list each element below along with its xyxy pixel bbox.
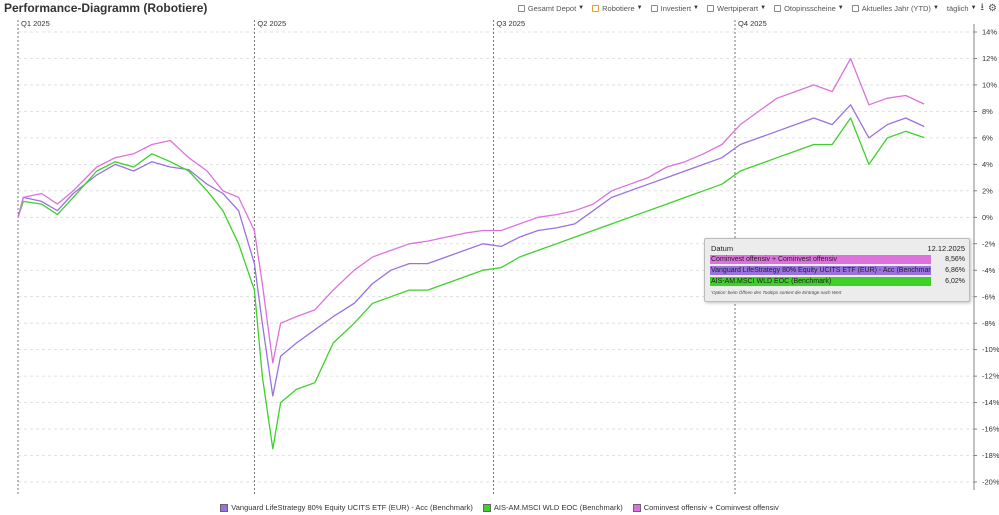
toolbar: Gesamt Depot ▼ Robotiere ▼ Investiert ▼ …: [510, 1, 997, 15]
checkbox-icon: [774, 4, 782, 12]
filter-wertpiperart[interactable]: Wertpiperart ▼: [707, 4, 766, 13]
chart-tooltip: Datum 12.12.2025 Cominvest offensiv + Co…: [704, 238, 970, 302]
y-tick-label: 4%: [982, 160, 993, 169]
legend-item-msci-world[interactable]: AIS-AM.MSCI WLD EOC (Benchmark): [482, 503, 623, 512]
caret-down-icon: ▼: [970, 5, 977, 11]
series-line-1: [17, 104, 925, 397]
filter-investiert[interactable]: Investiert ▼: [650, 3, 699, 13]
legend-label: Cominvest offensiv + Cominvest offensiv: [643, 503, 779, 512]
performance-chart: 14% 12% 10% 8% 6% 4% 2% 0% -2% -4% -6% -8% -10% -12% -…: [17, 19, 999, 496]
tooltip-date-value: 12.12.2025: [927, 244, 965, 253]
period-select[interactable]: Aktuelles Jahr (YTD) ▼: [851, 3, 939, 13]
checkbox-icon: [517, 4, 525, 12]
legend-swatch: [482, 503, 491, 512]
caret-down-icon: ▼: [837, 5, 844, 11]
checkbox-icon: [707, 4, 714, 12]
caret-down-icon: ▼: [932, 5, 939, 11]
tooltip-row: Cominvest offensiv + Cominvest offensiv …: [710, 255, 965, 264]
tooltip-series-name: Vanguard LifeStrategy 80% Equity UCITS E…: [710, 266, 931, 275]
checkbox-icon: [592, 4, 600, 12]
tooltip-date-label: Datum: [711, 244, 734, 253]
tooltip-series-value: 6,86%: [945, 267, 965, 274]
y-tick-label: -18%: [982, 451, 999, 460]
caret-down-icon: ▼: [760, 5, 767, 11]
y-tick-label: 6%: [982, 133, 993, 142]
caret-down-icon: ▼: [636, 5, 643, 11]
filter-label: Robotiere: [602, 3, 635, 13]
filter-robotiere[interactable]: Robotiere ▼: [592, 3, 643, 13]
filter-gesamt-depot[interactable]: Gesamt Depot ▼: [517, 3, 585, 13]
quarter-label: Q2 2025: [257, 19, 286, 28]
y-tick-label: -8%: [982, 319, 996, 328]
legend-swatch: [632, 503, 641, 512]
y-tick-label: -20%: [982, 478, 999, 487]
y-tick-label: 10%: [982, 81, 997, 90]
y-tick-label: 12%: [982, 54, 997, 63]
quarter-label: Q3 2025: [496, 19, 525, 28]
y-tick-label: 2%: [982, 186, 993, 195]
y-tick-label: -6%: [982, 292, 996, 301]
filter-label: Wertpiperart: [717, 3, 759, 13]
caret-down-icon: ▼: [578, 5, 585, 11]
quarter-label: Q1 2025: [21, 19, 50, 28]
download-icon[interactable]: ⭳: [980, 1, 985, 13]
tooltip-series-value: 6,02%: [945, 278, 965, 285]
tooltip-row: Vanguard LifeStrategy 80% Equity UCITS E…: [710, 266, 965, 275]
tooltip-row: AIS-AM.MSCI WLD EOC (Benchmark) 6,02%: [710, 277, 965, 286]
gear-icon[interactable]: ⚙: [988, 2, 997, 14]
period-label: Aktuelles Jahr (YTD): [861, 3, 931, 13]
filter-otopinsscheine[interactable]: Otopinsscheine ▼: [774, 4, 844, 13]
y-tick-label: -12%: [982, 372, 999, 381]
tooltip-series-value: 8,56%: [945, 256, 965, 263]
y-tick-label: -14%: [982, 398, 999, 407]
y-tick-label: 14%: [982, 28, 997, 37]
legend-item-cominvest[interactable]: Cominvest offensiv + Cominvest offensiv: [632, 503, 779, 512]
interval-label: täglich: [946, 3, 969, 13]
legend-label: AIS-AM.MSCI WLD EOC (Benchmark): [493, 503, 623, 512]
chart-legend: Vanguard LifeStrategy 80% Equity UCITS E…: [0, 503, 999, 512]
series-line-2: [17, 117, 925, 450]
y-tick-label: 0%: [982, 213, 993, 222]
y-tick-label: -2%: [982, 239, 996, 248]
y-tick-label: -16%: [982, 425, 999, 434]
legend-item-vanguard[interactable]: Vanguard LifeStrategy 80% Equity UCITS E…: [220, 503, 473, 512]
y-tick-label: -10%: [982, 345, 999, 354]
legend-swatch: [220, 503, 229, 512]
y-tick-label: -4%: [982, 266, 996, 275]
quarter-label: Q4 2025: [738, 19, 767, 28]
filter-label: Gesamt Depot: [527, 3, 577, 13]
filter-label: Otopinsscheine: [784, 3, 836, 13]
series-line-3: [17, 57, 925, 364]
filter-label: Investiert: [660, 3, 692, 13]
tooltip-series-name: Cominvest offensiv + Cominvest offensiv: [710, 255, 931, 264]
interval-select[interactable]: täglich ▼: [947, 4, 977, 13]
legend-label: Vanguard LifeStrategy 80% Equity UCITS E…: [231, 503, 473, 512]
caret-down-icon: ▼: [693, 5, 699, 11]
page-title: Performance-Diagramm (Robotiere): [4, 1, 208, 15]
tooltip-series-name: AIS-AM.MSCI WLD EOC (Benchmark): [710, 277, 931, 286]
y-tick-label: 8%: [982, 107, 993, 116]
tooltip-note: 'Option' beim Öffnen des Tooltips sortie…: [711, 290, 842, 295]
checkbox-icon: [650, 4, 658, 12]
calendar-icon: [851, 4, 859, 12]
